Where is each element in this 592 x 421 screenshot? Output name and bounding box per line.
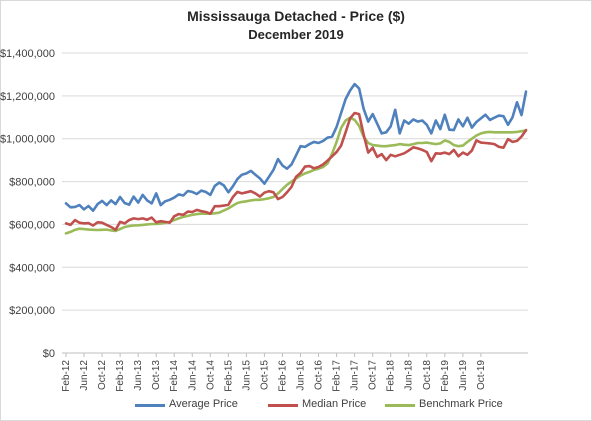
x-tick-label: Jun-13 <box>133 360 144 391</box>
legend-swatch-median-price <box>268 404 298 407</box>
x-tick-label: Feb-19 <box>440 360 451 392</box>
series-lines <box>64 82 528 235</box>
x-tick-label: Feb-17 <box>332 360 343 392</box>
series-line-average-price <box>64 82 528 212</box>
x-tick-label: Oct-15 <box>259 360 270 390</box>
series-line-median-price <box>64 111 528 232</box>
x-tick-label: Oct-16 <box>314 360 325 390</box>
y-tick-label: $1,000,000 <box>0 134 55 146</box>
x-tick-label: Feb-13 <box>115 360 126 392</box>
y-tick-label: $400,000 <box>9 262 55 274</box>
x-tick-label: Oct-19 <box>476 360 487 390</box>
y-tick-label: $800,000 <box>9 177 55 189</box>
x-axis-ticks: Feb-12 Jun-12 Oct-12 Feb-13 Jun-13 Oct-13 Feb-… <box>61 353 487 392</box>
y-tick-label: $0 <box>43 348 55 360</box>
x-tick-label: Oct-17 <box>368 360 379 390</box>
chart-subtitle: December 2019 <box>248 27 344 42</box>
x-tick-label: Oct-12 <box>97 360 108 390</box>
x-tick-label: Feb-12 <box>61 360 72 392</box>
x-tick-label: Jun-18 <box>404 360 415 391</box>
x-tick-label: Jun-17 <box>350 360 361 391</box>
chart-title: Mississauga Detached - Price ($) <box>187 8 405 24</box>
y-tick-label: $1,400,000 <box>0 48 55 60</box>
x-tick-label: Feb-15 <box>223 360 234 392</box>
x-tick-label: Feb-18 <box>386 360 397 392</box>
gridlines <box>62 52 528 354</box>
legend-swatch-benchmark-price <box>385 404 415 407</box>
x-tick-label: Oct-18 <box>422 360 433 390</box>
x-tick-label: Feb-14 <box>169 360 180 392</box>
legend-label-benchmark-price: Benchmark Price <box>419 398 503 410</box>
legend-label-median-price: Median Price <box>302 398 367 410</box>
x-tick-label: Feb-16 <box>277 360 288 392</box>
y-tick-label: $600,000 <box>9 219 55 231</box>
y-tick-label: $1,200,000 <box>0 91 55 103</box>
y-axis-ticks: $0 $200,000 $400,000 $600,000 $800,000 $1,000… <box>0 48 55 360</box>
x-tick-label: Jun-15 <box>241 360 252 391</box>
x-tick-label: Jun-16 <box>296 360 307 391</box>
x-tick-label: Oct-14 <box>205 360 216 390</box>
x-tick-label: Jun-14 <box>187 360 198 391</box>
x-tick-label: Jun-19 <box>458 360 469 391</box>
y-tick-label: $200,000 <box>9 305 55 317</box>
legend-swatch-average-price <box>135 404 165 407</box>
legend: Average Price Median Price Benchmark Pri… <box>0 397 592 413</box>
legend-label-average-price: Average Price <box>169 398 238 410</box>
x-tick-label: Jun-12 <box>79 360 90 391</box>
x-tick-label: Oct-13 <box>151 360 162 390</box>
